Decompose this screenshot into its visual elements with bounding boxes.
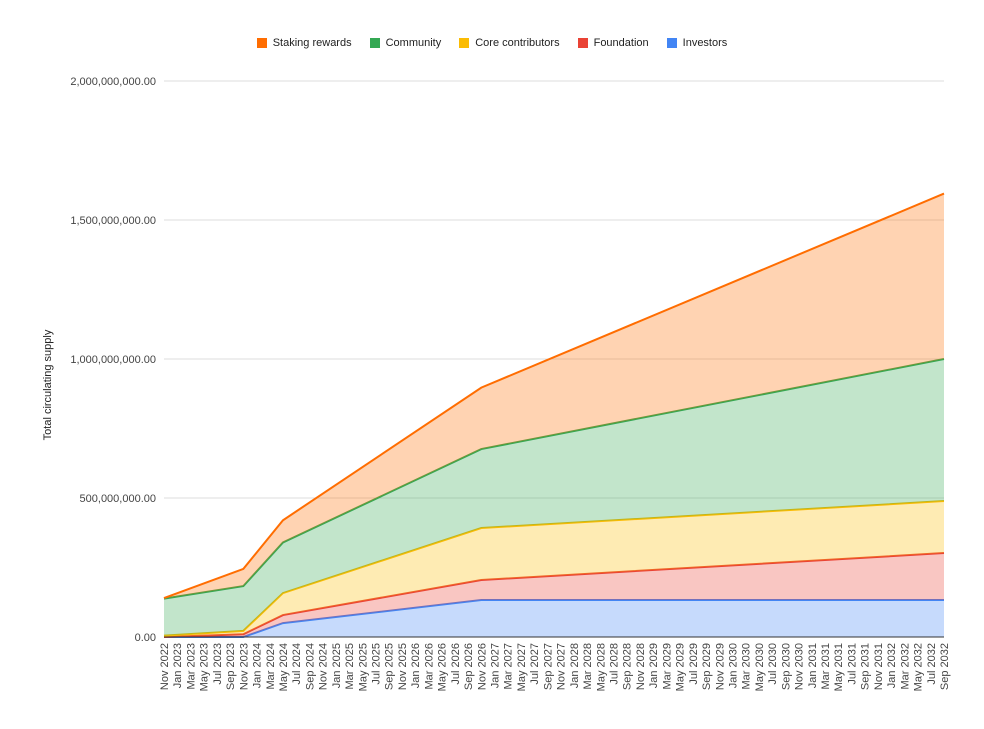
- x-tick-label: May 2030: [754, 643, 766, 691]
- legend-swatch: [256, 38, 267, 48]
- x-tick-label: Nov 2031: [873, 643, 885, 690]
- legend-item-staking-rewards[interactable]: Staking rewards: [256, 37, 352, 49]
- x-tick-label: Sep 2027: [542, 643, 554, 690]
- x-tick-label: May 2029: [675, 643, 687, 691]
- x-tick-label: Nov 2030: [794, 643, 806, 690]
- x-tick-label: Mar 2029: [661, 643, 673, 689]
- legend-swatch: [459, 38, 470, 48]
- line-foundation: [163, 552, 945, 638]
- area-investors: [164, 600, 944, 637]
- area-foundation: [164, 553, 944, 637]
- x-tick-label: Jan 2031: [807, 643, 819, 688]
- line-staking-rewards: [163, 192, 945, 600]
- legend-label: Investors: [682, 37, 728, 49]
- x-tick-label: Jul 2032: [926, 643, 938, 685]
- x-tick-label: Jul 2031: [846, 643, 858, 685]
- x-tick-label: Jul 2026: [450, 643, 462, 685]
- x-tick-label: Nov 2028: [635, 643, 647, 690]
- area-community: [164, 359, 944, 636]
- x-tick-label: Mar 2030: [741, 643, 753, 689]
- y-tick-label: 1,500,000,000.00: [70, 215, 156, 227]
- x-tick-label: Nov 2022: [159, 643, 171, 690]
- legend-item-foundation[interactable]: Foundation: [577, 37, 649, 49]
- x-tick-label: Jul 2030: [767, 643, 779, 685]
- x-tick-label: Nov 2025: [397, 643, 409, 690]
- x-tick-label: Sep 2024: [304, 643, 316, 690]
- y-tick-label: 1,000,000,000.00: [70, 354, 156, 366]
- x-tick-label: Jan 2030: [727, 643, 739, 688]
- x-tick-label: Sep 2023: [225, 643, 237, 690]
- y-tick-label: 2,000,000,000.00: [70, 76, 156, 88]
- x-tick-label: Mar 2031: [820, 643, 832, 689]
- x-tick-label: May 2027: [516, 643, 528, 691]
- legend-label: Staking rewards: [272, 37, 352, 49]
- area-core-contributors: [164, 501, 944, 637]
- x-tick-label: Jan 2023: [172, 643, 184, 688]
- x-tick-label: Jan 2029: [648, 643, 660, 688]
- x-tick-label: Jan 2026: [410, 643, 422, 688]
- x-tick-label: Sep 2026: [463, 643, 475, 690]
- x-tick-label: May 2028: [595, 643, 607, 691]
- x-tick-label: Sep 2029: [701, 643, 713, 690]
- x-tick-label: Jul 2029: [688, 643, 700, 685]
- x-tick-label: Mar 2027: [503, 643, 515, 689]
- line-community: [163, 358, 945, 600]
- x-tick-label: Jan 2024: [252, 643, 264, 688]
- y-tick-label: 0.00: [135, 632, 156, 644]
- x-tick-label: Mar 2024: [265, 643, 277, 689]
- x-tick-label: May 2024: [278, 643, 290, 691]
- legend-label: Foundation: [593, 37, 649, 49]
- x-tick-label: Jul 2024: [291, 643, 303, 685]
- x-tick-label: May 2025: [357, 643, 369, 691]
- x-tick-label: Mar 2026: [423, 643, 435, 689]
- x-tick-label: Sep 2030: [780, 643, 792, 690]
- x-tick-label: Sep 2028: [622, 643, 634, 690]
- legend-item-investors[interactable]: Investors: [666, 37, 728, 49]
- x-tick-label: Sep 2031: [860, 643, 872, 690]
- x-tick-label: May 2026: [437, 643, 449, 691]
- line-core-contributors: [163, 500, 945, 637]
- x-tick-label: May 2032: [913, 643, 925, 691]
- x-tick-label: Jan 2027: [490, 643, 502, 688]
- x-tick-label: Jan 2028: [569, 643, 581, 688]
- y-tick-label: 500,000,000.00: [80, 493, 156, 505]
- x-tick-label: Jul 2025: [371, 643, 383, 685]
- x-tick-label: Sep 2025: [384, 643, 396, 690]
- legend-label: Core contributors: [475, 37, 560, 49]
- x-tick-label: Mar 2023: [185, 643, 197, 689]
- x-tick-label: Jul 2023: [212, 643, 224, 685]
- x-tick-label: Nov 2023: [238, 643, 250, 690]
- x-tick-label: Jul 2028: [608, 643, 620, 685]
- legend-item-core-contributors[interactable]: Core contributors: [459, 37, 560, 49]
- x-tick-label: Mar 2025: [344, 643, 356, 689]
- legend-swatch: [577, 38, 588, 48]
- x-tick-label: Jan 2025: [331, 643, 343, 688]
- x-tick-label: Jul 2027: [529, 643, 541, 685]
- x-tick-label: Nov 2024: [318, 643, 330, 690]
- x-tick-label: Mar 2032: [899, 643, 911, 689]
- legend-swatch: [369, 38, 380, 48]
- x-tick-label: May 2031: [833, 643, 845, 691]
- area-staking-rewards: [164, 193, 944, 599]
- x-tick-label: May 2023: [199, 643, 211, 691]
- x-tick-label: Jan 2032: [886, 643, 898, 688]
- legend-item-community[interactable]: Community: [369, 37, 442, 49]
- x-tick-label: Nov 2029: [714, 643, 726, 690]
- legend-swatch: [666, 38, 677, 48]
- legend-label: Community: [385, 37, 442, 49]
- x-tick-label: Nov 2026: [476, 643, 488, 690]
- x-tick-label: Nov 2027: [556, 643, 568, 690]
- x-tick-label: Sep 2032: [939, 643, 951, 690]
- x-tick-label: Mar 2028: [582, 643, 594, 689]
- legend: Staking rewards Community Core contributor…: [0, 37, 984, 49]
